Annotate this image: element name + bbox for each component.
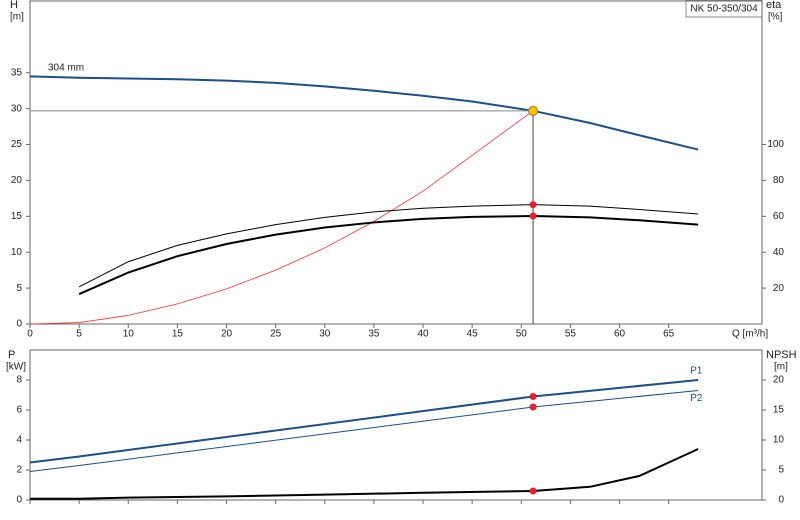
y2-tick-label: 0 [778, 495, 784, 506]
x-tick-label: 20 [221, 329, 233, 340]
series-label: P2 [690, 393, 703, 404]
y-tick-label: 8 [16, 375, 22, 386]
y2-tick-label: 60 [773, 211, 785, 222]
y2-axis-label: eta [766, 0, 782, 11]
duty-point [529, 212, 537, 220]
y-tick-label: 0 [16, 495, 22, 506]
y-tick-label: 0 [16, 319, 22, 330]
y-tick-label: 6 [16, 405, 22, 416]
x-tick-label: 45 [467, 329, 479, 340]
series-line [78, 204, 699, 288]
series-line [29, 110, 534, 325]
duty-point [529, 403, 537, 411]
x-tick-label: 25 [270, 329, 282, 340]
x-tick-label: 40 [417, 329, 429, 340]
y-axis-unit: [m] [10, 12, 24, 23]
x-tick-label: 50 [516, 329, 528, 340]
x-tick-label: 10 [123, 329, 135, 340]
y-tick-label: 5 [16, 283, 22, 294]
y2-tick-label: 80 [773, 175, 785, 186]
y2-tick-label: 40 [773, 247, 785, 258]
plot-frame [29, 349, 763, 501]
x-axis-label: Q [m³/h] [732, 329, 768, 340]
y-tick-label: 35 [11, 67, 23, 78]
y-tick-label: 20 [11, 175, 23, 186]
y2-tick-label: 10 [773, 435, 785, 446]
duty-point [528, 105, 539, 116]
x-tick-label: 15 [172, 329, 184, 340]
y-tick-label: 2 [16, 465, 22, 476]
y-tick-label: 25 [11, 139, 23, 150]
y-tick-label: 4 [16, 435, 22, 446]
series-line [29, 390, 699, 472]
y2-axis-label: NPSH [766, 349, 797, 361]
y-axis-label: P [8, 349, 15, 361]
y2-tick-label: 20 [773, 375, 785, 386]
duty-point [529, 201, 537, 209]
y2-axis-unit: [%] [768, 12, 783, 23]
y2-tick-label: 20 [773, 283, 785, 294]
y2-tick-label: 100 [767, 139, 784, 150]
series-line [78, 214, 699, 295]
annotation: 304 mm [48, 63, 84, 74]
y-tick-label: 30 [11, 103, 23, 114]
series-label: P1 [690, 366, 703, 377]
x-tick-label: 65 [663, 329, 675, 340]
x-tick-label: 5 [76, 329, 82, 340]
y-tick-label: 10 [11, 247, 23, 258]
y-axis-label: H [10, 0, 18, 11]
x-tick-label: 60 [614, 329, 626, 340]
series-line [29, 75, 699, 151]
x-tick-label: 0 [27, 329, 33, 340]
duty-point [529, 487, 537, 495]
duty-point [529, 393, 537, 400]
y-axis-unit: [kW] [6, 362, 26, 373]
series-line [30, 448, 699, 500]
y2-axis-unit: [m] [774, 362, 788, 373]
series-line [29, 379, 699, 464]
y2-tick-label: 15 [773, 405, 785, 416]
x-tick-label: 55 [565, 329, 577, 340]
chart-title: NK 50-350/304 [690, 4, 758, 15]
y-tick-label: 15 [11, 211, 23, 222]
plot-frame [29, 0, 763, 325]
x-tick-label: 30 [319, 329, 331, 340]
y2-tick-label: 5 [778, 465, 784, 476]
x-tick-label: 35 [368, 329, 380, 340]
